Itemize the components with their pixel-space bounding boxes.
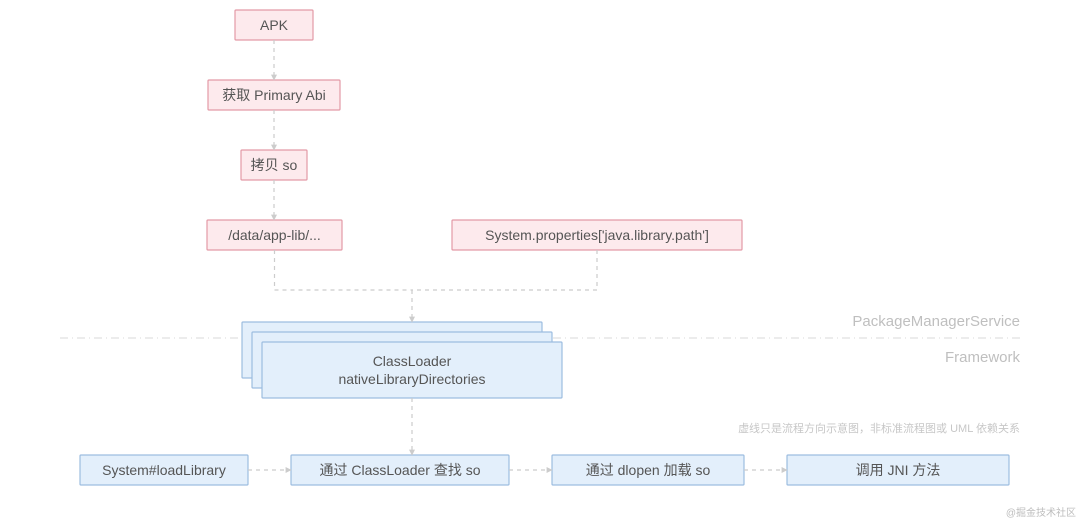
region-label-bottom: Framework — [945, 349, 1021, 366]
region-label-top: PackageManagerService — [852, 313, 1020, 330]
edge — [412, 250, 597, 290]
node-copyso-label: 拷贝 so — [251, 157, 298, 173]
node-classloader-label: ClassLoader — [373, 353, 452, 369]
node-datalib: /data/app-lib/... — [207, 220, 342, 250]
node-findso-label: 通过 ClassLoader 查找 so — [319, 462, 480, 478]
node-primary-label: 获取 Primary Abi — [222, 87, 325, 103]
node-sysprop: System.properties['java.library.path'] — [452, 220, 742, 250]
node-apk: APK — [235, 10, 313, 40]
watermark: @掘金技术社区 — [1006, 506, 1076, 519]
node-classloader: ClassLoader nativeLibraryDirectories — [242, 322, 562, 398]
node-sysprop-label: System.properties['java.library.path'] — [485, 227, 709, 243]
node-dlopen-label: 通过 dlopen 加载 so — [586, 462, 711, 478]
node-findso: 通过 ClassLoader 查找 so — [291, 455, 509, 485]
flow-diagram: PackageManagerService Framework 虚线只是流程方向示意… — [0, 0, 1080, 521]
node-jni: 调用 JNI 方法 — [787, 455, 1009, 485]
node-primary: 获取 Primary Abi — [208, 80, 340, 110]
node-loadlib-label: System#loadLibrary — [102, 462, 226, 478]
node-jni-label: 调用 JNI 方法 — [856, 462, 941, 478]
node-datalib-label: /data/app-lib/... — [228, 227, 321, 243]
edge — [275, 250, 413, 290]
diagram-note: 虚线只是流程方向示意图，非标准流程图或 UML 依赖关系 — [738, 421, 1020, 435]
node-dlopen: 通过 dlopen 加载 so — [552, 455, 744, 485]
node-copyso: 拷贝 so — [241, 150, 307, 180]
node-apk-label: APK — [260, 17, 289, 33]
node-classloader-label: nativeLibraryDirectories — [338, 371, 485, 387]
node-loadlib: System#loadLibrary — [80, 455, 248, 485]
